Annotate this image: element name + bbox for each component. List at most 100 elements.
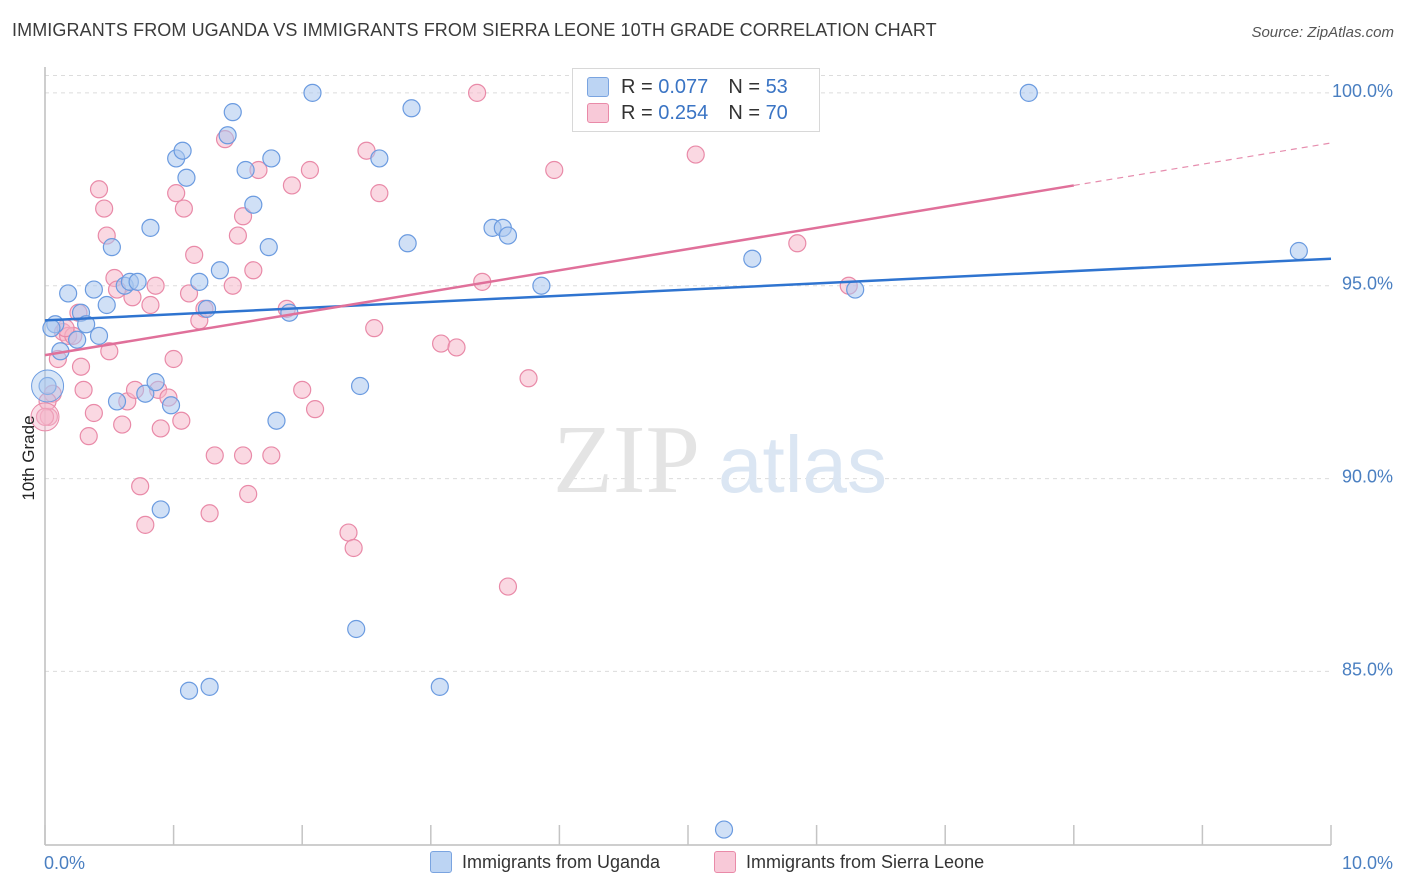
sierra-leone-large-point: [30, 402, 60, 432]
uganda-point: [146, 373, 165, 392]
sierra-leone-point: [172, 411, 191, 430]
uganda-point: [259, 238, 278, 257]
series-legend: Immigrants from Uganda Immigrants from S…: [0, 851, 1406, 879]
uganda-point: [128, 272, 147, 291]
uganda-point: [347, 619, 366, 639]
y-axis-title: 10th Grade: [19, 415, 38, 500]
axes: [44, 67, 1332, 846]
sierra-leone-point: [151, 419, 170, 438]
uganda-point: [303, 83, 322, 102]
sierra-leone-point: [233, 446, 253, 465]
uganda-point: [42, 319, 61, 338]
uganda-point: [161, 396, 181, 415]
uganda-point: [89, 326, 109, 345]
sierra-leone-point: [339, 523, 358, 542]
uganda-point: [38, 376, 57, 396]
uganda-point: [97, 295, 116, 315]
legend-item-uganda[interactable]: Immigrants from Uganda: [430, 851, 660, 873]
sierra-leone-point: [519, 369, 538, 388]
sierra-leone-point: [239, 484, 258, 504]
uganda-swatch: [587, 77, 609, 97]
n-value-sierra-leone: 70: [765, 101, 788, 124]
source-label: Source: ZipAtlas.com: [1251, 24, 1394, 41]
sierra-leone-point: [233, 207, 253, 226]
sierra-leone-point: [686, 145, 705, 164]
chart-title: IMMIGRANTS FROM UGANDA VS IMMIGRANTS FRO…: [12, 20, 937, 40]
series-uganda-points: [31, 83, 1308, 839]
sierra-leone-point: [74, 380, 93, 399]
uganda-point: [1289, 241, 1308, 261]
uganda-point: [370, 149, 389, 168]
sierra-leone-point: [365, 319, 384, 338]
sierra-leone-point: [89, 180, 109, 199]
uganda-point: [151, 500, 170, 519]
sierra-leone-point: [228, 226, 247, 245]
r-value-sierra-leone: 0.254: [658, 101, 709, 124]
watermark-atlas: atlas: [718, 420, 887, 509]
sierra-leone-legend-swatch: [714, 851, 736, 873]
uganda-point: [68, 330, 87, 349]
uganda-point: [223, 103, 242, 122]
uganda-trend-line: [44, 257, 1332, 322]
uganda-legend-swatch: [430, 851, 452, 873]
sierra-leone-point: [205, 446, 224, 465]
uganda-point: [107, 392, 127, 411]
uganda-point: [102, 238, 121, 257]
uganda-point: [210, 261, 229, 280]
sierra-leone-point: [136, 515, 155, 534]
watermark-zip: ZIP: [553, 406, 700, 514]
sierra-leone-point: [100, 342, 119, 361]
watermark: ZIP atlas: [553, 406, 887, 514]
y-tick-label: 85.0%: [1342, 659, 1393, 679]
uganda-point: [177, 168, 196, 187]
uganda-point: [84, 280, 103, 299]
stats-legend: R = 0.077 N = 53 R = 0.254 N = 70: [572, 68, 820, 132]
uganda-point: [173, 141, 192, 160]
uganda-point: [267, 411, 286, 430]
r-label: R =: [621, 101, 653, 124]
y-tick-label: 95.0%: [1342, 274, 1393, 294]
sierra-leone-point: [146, 276, 165, 295]
uganda-point: [350, 376, 370, 396]
uganda-point: [141, 218, 160, 237]
sierra-leone-point: [467, 83, 487, 102]
sierra-leone-trend-extension: [1073, 142, 1332, 187]
uganda-point: [532, 276, 551, 295]
uganda-point: [190, 272, 209, 291]
uganda-point: [136, 384, 155, 403]
legend-item-sierra-leone[interactable]: Immigrants from Sierra Leone: [714, 851, 984, 873]
uganda-point: [236, 160, 255, 180]
sierra-leone-point: [141, 295, 160, 315]
sierra-leone-point: [431, 334, 451, 353]
sierra-leone-point: [131, 477, 150, 496]
r-label: R =: [621, 75, 653, 98]
uganda-large-point: [31, 369, 65, 403]
uganda-point: [218, 126, 237, 145]
series-sierra-leone-points: [30, 83, 858, 596]
uganda-point: [244, 195, 263, 214]
sierra-leone-trend-line: [44, 184, 1075, 357]
legend-label-sierra-leone: Immigrants from Sierra Leone: [746, 851, 985, 872]
sierra-leone-point: [545, 160, 564, 180]
grid-lines: [45, 75, 1331, 672]
sierra-leone-point: [79, 427, 98, 446]
sierra-leone-point: [95, 199, 114, 218]
sierra-leone-point: [244, 261, 263, 280]
sierra-leone-point: [200, 504, 219, 523]
uganda-point: [77, 315, 96, 334]
sierra-leone-point: [447, 338, 466, 357]
x-tick-label: 0.0%: [44, 853, 85, 873]
sierra-leone-point: [84, 403, 103, 423]
sierra-leone-point: [164, 349, 183, 369]
sierra-leone-point: [788, 234, 807, 253]
sierra-leone-point: [498, 577, 518, 596]
uganda-point: [262, 149, 281, 168]
trend-lines: [44, 142, 1332, 357]
sierra-leone-point: [185, 245, 204, 264]
sierra-leone-point: [300, 160, 320, 180]
uganda-point: [197, 299, 217, 318]
legend-label-uganda: Immigrants from Uganda: [462, 851, 661, 872]
n-value-uganda: 53: [765, 75, 788, 98]
uganda-point: [398, 234, 417, 253]
uganda-point: [743, 249, 762, 268]
